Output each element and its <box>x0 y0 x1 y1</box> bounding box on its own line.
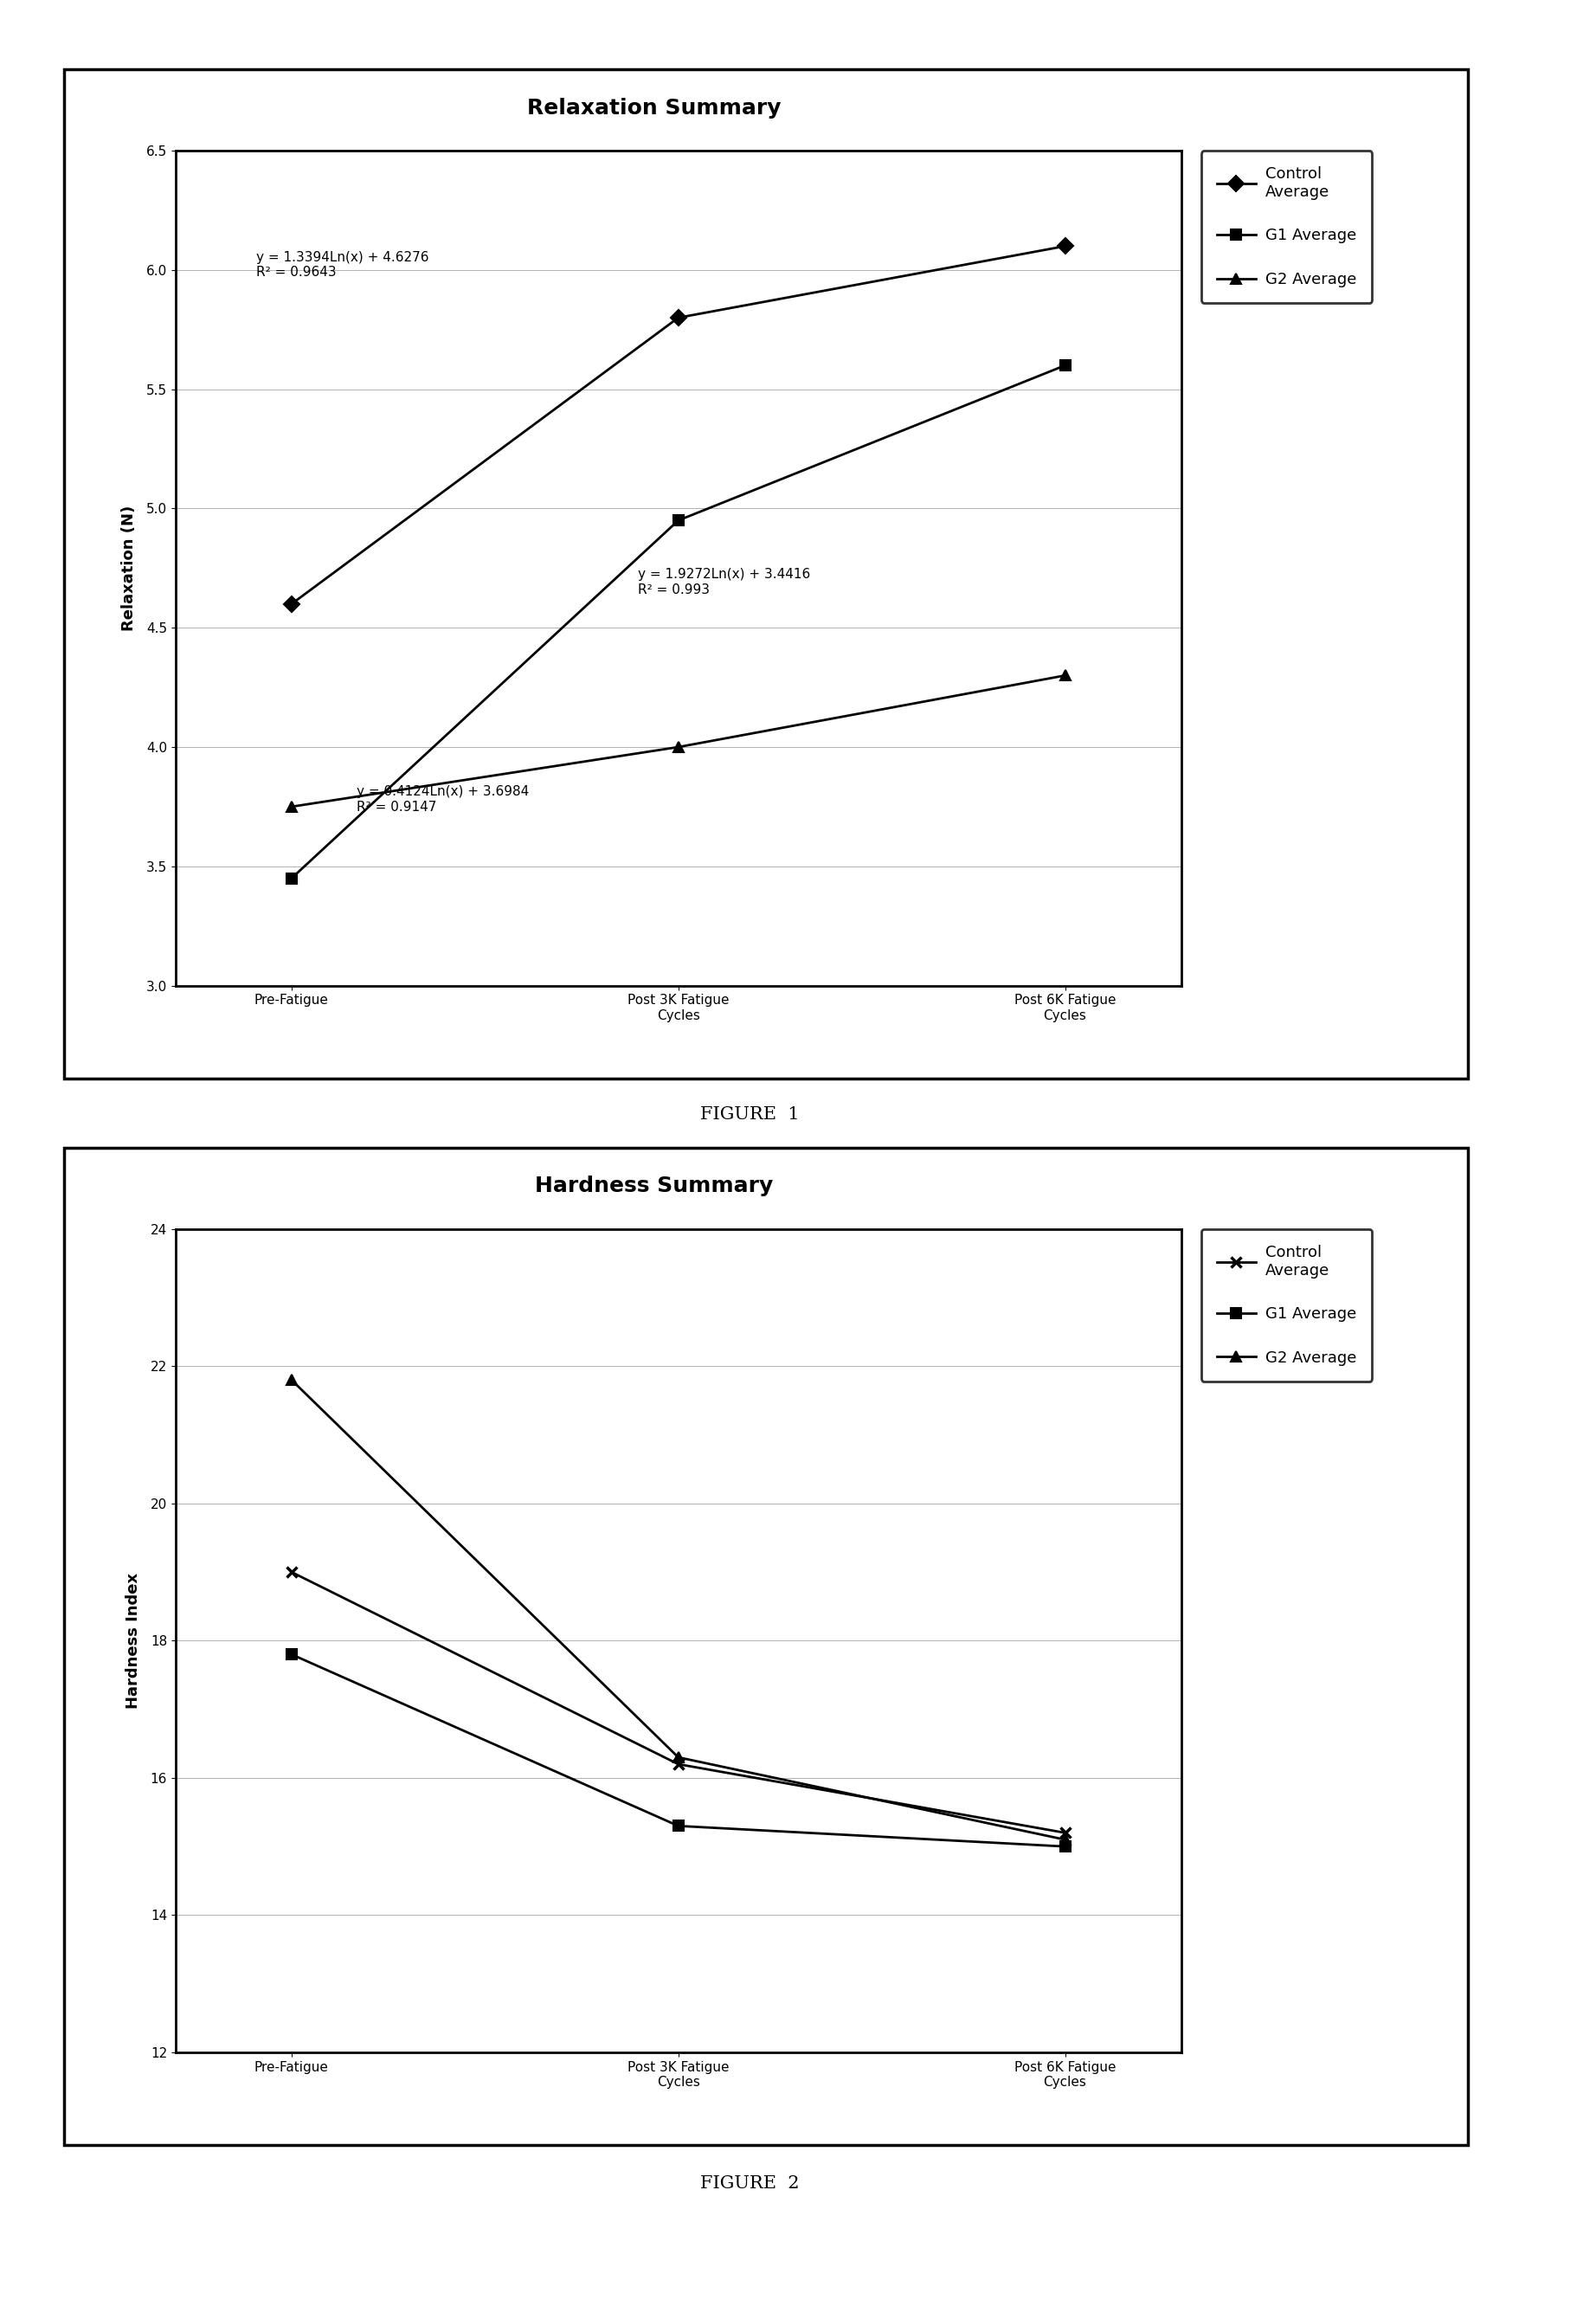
Y-axis label: Relaxation (N): Relaxation (N) <box>121 506 137 631</box>
Text: Hardness Summary: Hardness Summary <box>535 1176 772 1197</box>
G1 Average <box>669 1811 688 1839</box>
G2 Average <box>282 793 302 821</box>
G2 Average <box>282 1366 302 1394</box>
Legend: Control
Average, G1 Average, G2 Average: Control Average, G1 Average, G2 Average <box>1202 151 1373 304</box>
G2 Average <box>1055 1825 1074 1853</box>
Text: y = 1.3394Ln(x) + 4.6276
R² = 0.9643: y = 1.3394Ln(x) + 4.6276 R² = 0.9643 <box>255 250 429 278</box>
Line: Control
Average: Control Average <box>286 241 1071 610</box>
G1 Average <box>1055 1832 1074 1860</box>
Legend: Control
Average, G1 Average, G2 Average: Control Average, G1 Average, G2 Average <box>1202 1229 1373 1382</box>
Control
Average <box>282 1558 302 1586</box>
Text: Relaxation Summary: Relaxation Summary <box>527 97 780 118</box>
Control
Average <box>1055 232 1074 260</box>
Line: G2 Average: G2 Average <box>286 670 1071 812</box>
Y-axis label: Hardness Index: Hardness Index <box>124 1572 140 1709</box>
Line: G2 Average: G2 Average <box>286 1375 1071 1846</box>
Control
Average <box>669 304 688 332</box>
G2 Average <box>669 733 688 761</box>
G1 Average <box>282 1640 302 1667</box>
Text: FIGURE  1: FIGURE 1 <box>701 1106 800 1122</box>
G1 Average <box>669 506 688 533</box>
Line: G1 Average: G1 Average <box>286 359 1071 884</box>
Text: FIGURE  2: FIGURE 2 <box>701 2175 800 2191</box>
Control
Average <box>1055 1818 1074 1846</box>
G1 Average <box>282 865 302 893</box>
G1 Average <box>1055 352 1074 380</box>
Text: y = 0.4124Ln(x) + 3.6984
R² = 0.9147: y = 0.4124Ln(x) + 3.6984 R² = 0.9147 <box>356 786 528 814</box>
Line: Control
Average: Control Average <box>286 1568 1071 1839</box>
Control
Average <box>669 1751 688 1779</box>
G2 Average <box>669 1744 688 1772</box>
Text: y = 1.9272Ln(x) + 3.4416
R² = 0.993: y = 1.9272Ln(x) + 3.4416 R² = 0.993 <box>638 568 811 596</box>
Control
Average <box>282 589 302 617</box>
Line: G1 Average: G1 Average <box>286 1649 1071 1853</box>
G2 Average <box>1055 661 1074 689</box>
